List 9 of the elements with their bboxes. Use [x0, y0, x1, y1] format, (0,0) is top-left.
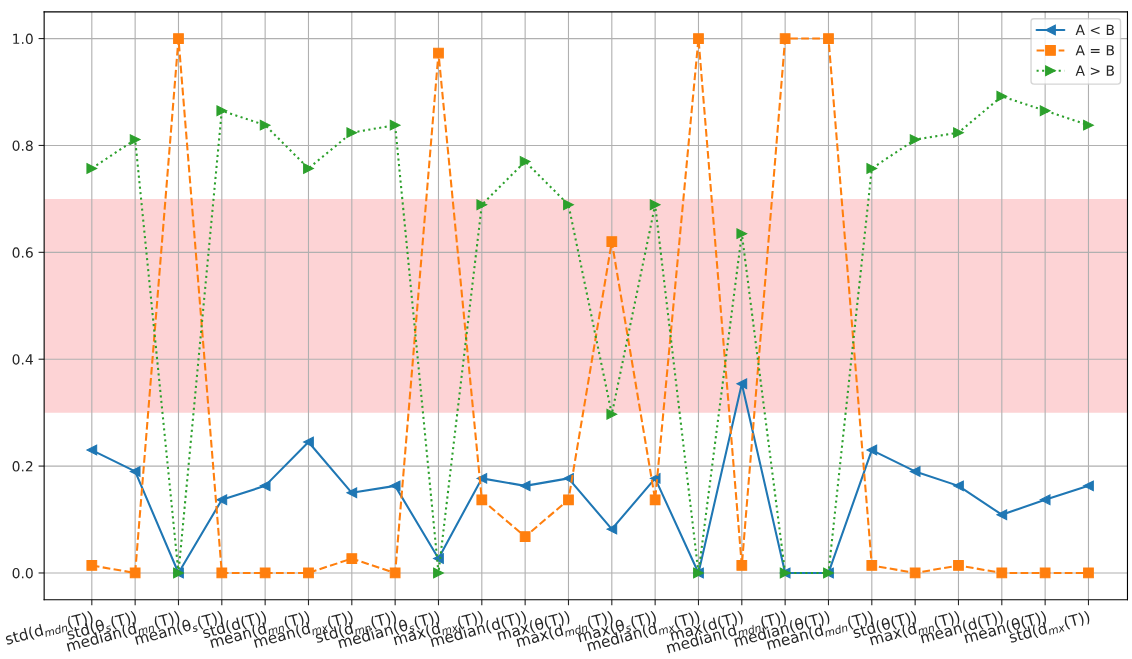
y-tick-label: 0.0 — [12, 567, 33, 579]
y-tick-label: 0.8 — [12, 140, 33, 151]
legend-label: A < B — [1075, 24, 1114, 35]
legend-label: A > B — [1075, 65, 1114, 76]
y-tick-label: 0.4 — [12, 354, 33, 365]
y-tick-label: 1.0 — [13, 33, 33, 45]
y-tick-label: 0.6 — [12, 247, 33, 258]
y-tick-label: 0.2 — [12, 461, 33, 472]
legend-label: A = B — [1075, 45, 1114, 56]
